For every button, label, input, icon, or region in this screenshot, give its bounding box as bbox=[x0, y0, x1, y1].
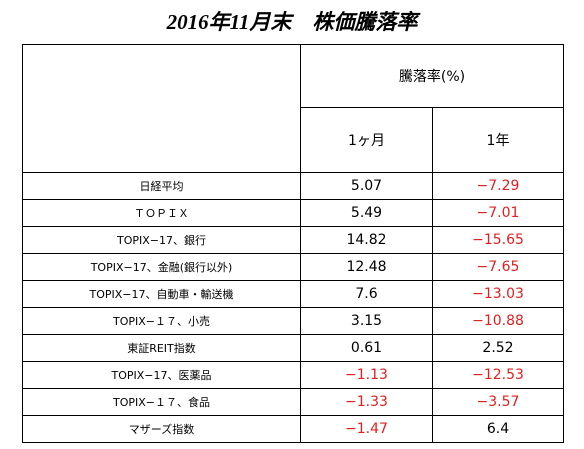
table-row: TOPIX−17、銀行 14.82 −15.65 bbox=[22, 226, 564, 254]
value-cell: 6.4 bbox=[432, 415, 564, 443]
value-cell: 12.48 bbox=[300, 253, 433, 281]
row-label: マザーズ指数 bbox=[22, 415, 301, 443]
row-label: TOPIX−１７、食品 bbox=[22, 388, 301, 416]
value-cell: 2.52 bbox=[432, 334, 564, 362]
table-row: TOPIX−17、医薬品 −1.13 −12.53 bbox=[22, 361, 564, 389]
table-row: 東証REIT指数 0.61 2.52 bbox=[22, 334, 564, 362]
value-cell: 0.61 bbox=[300, 334, 433, 362]
table-row: ＴＯＰＩＸ 5.49 −7.01 bbox=[22, 199, 564, 227]
row-label: TOPIX−17、自動車・輸送機 bbox=[22, 280, 301, 308]
value-cell: 3.15 bbox=[300, 307, 433, 335]
value-cell: −1.33 bbox=[300, 388, 433, 416]
value-cell: 5.07 bbox=[300, 172, 433, 200]
row-label: TOPIX−１７、小売 bbox=[22, 307, 301, 335]
value-cell: 7.6 bbox=[300, 280, 433, 308]
table-row: TOPIX−17、自動車・輸送機 7.6 −13.03 bbox=[22, 280, 564, 308]
value-cell: −7.01 bbox=[432, 199, 564, 227]
table-row: TOPIX−１７、小売 3.15 −10.88 bbox=[22, 307, 564, 335]
value-cell: −1.13 bbox=[300, 361, 433, 389]
header-cell: 騰落率(%) bbox=[300, 44, 564, 108]
table-row: TOPIX−17、金融(銀行以外) 12.48 −7.65 bbox=[22, 253, 564, 281]
value-cell: −15.65 bbox=[432, 226, 564, 254]
value-cell: −3.57 bbox=[432, 388, 564, 416]
row-label: TOPIX−17、医薬品 bbox=[22, 361, 301, 389]
row-label: 日経平均 bbox=[22, 172, 301, 200]
value-cell: 14.82 bbox=[300, 226, 433, 254]
value-cell: −7.29 bbox=[432, 172, 564, 200]
table-row: マザーズ指数 −1.47 6.4 bbox=[22, 415, 564, 443]
title: 2016年11月末 株価騰落率 bbox=[166, 10, 418, 34]
corner-cell bbox=[22, 44, 301, 173]
column-header: 1年 bbox=[432, 107, 564, 173]
value-cell: −10.88 bbox=[432, 307, 564, 335]
row-label: ＴＯＰＩＸ bbox=[22, 199, 301, 227]
table: 騰落率(%) 1ヶ月 1年 日経平均 5.07 −7.29 ＴＯＰＩＸ 5.49 −7.0… bbox=[22, 44, 564, 443]
value-cell: −7.65 bbox=[432, 253, 564, 281]
value-cell: −12.53 bbox=[432, 361, 564, 389]
value-cell: 5.49 bbox=[300, 199, 433, 227]
row-label: 東証REIT指数 bbox=[22, 334, 301, 362]
value-cell: −1.47 bbox=[300, 415, 433, 443]
table-row: TOPIX−１７、食品 −1.33 −3.57 bbox=[22, 388, 564, 416]
value-cell: −13.03 bbox=[432, 280, 564, 308]
column-header: 1ヶ月 bbox=[300, 107, 433, 173]
table-row: 日経平均 5.07 −7.29 bbox=[22, 172, 564, 200]
row-label: TOPIX−17、金融(銀行以外) bbox=[22, 253, 301, 281]
row-label: TOPIX−17、銀行 bbox=[22, 226, 301, 254]
